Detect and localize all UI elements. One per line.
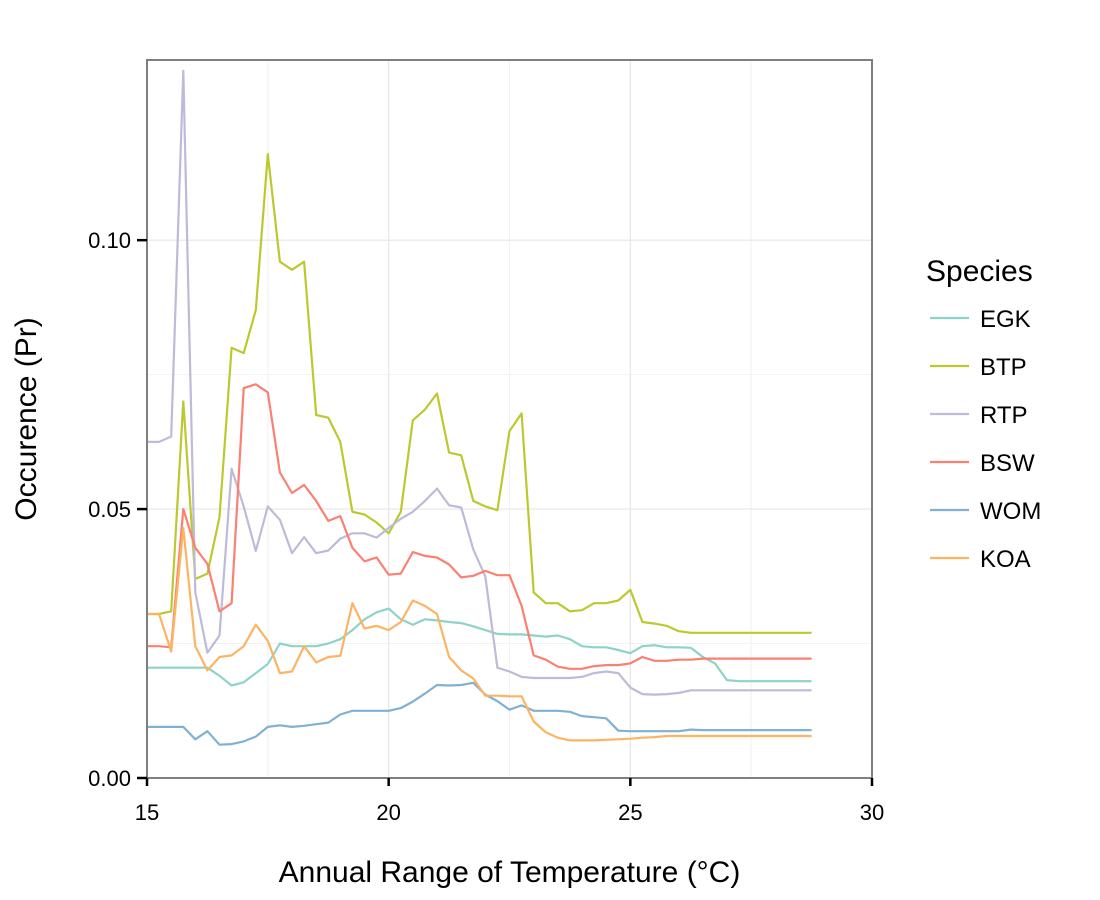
y-axis-title: Occurence (Pr) xyxy=(10,317,43,520)
x-tick-label: 25 xyxy=(618,800,642,825)
series-line-egk xyxy=(147,607,812,687)
legend-label-bsw: BSW xyxy=(980,450,1035,477)
legend-label-egk: EGK xyxy=(980,306,1031,333)
legend-label-koa: KOA xyxy=(980,546,1031,573)
legend: Species EGK BTP RTP BSW WOM KOA xyxy=(926,255,1041,573)
legend-label-btp: BTP xyxy=(980,354,1027,381)
series-lines xyxy=(147,69,812,746)
x-tick-label: 30 xyxy=(860,800,884,825)
y-axis-ticks: 0.00 0.05 0.10 xyxy=(88,228,147,791)
x-tick-label: 20 xyxy=(376,800,400,825)
y-tick-label: 0.00 xyxy=(88,766,131,791)
grid xyxy=(146,60,873,779)
series-line-btp xyxy=(147,153,812,634)
series-line-koa xyxy=(147,526,812,742)
y-tick-label: 0.10 xyxy=(88,228,131,253)
series-line-bsw xyxy=(147,383,812,670)
y-tick-label: 0.05 xyxy=(88,497,131,522)
legend-label-wom: WOM xyxy=(980,498,1041,525)
x-tick-label: 15 xyxy=(135,800,159,825)
plot-frame xyxy=(146,59,873,779)
x-axis-ticks: 15 20 25 30 xyxy=(135,778,884,825)
series-line-rtp xyxy=(147,69,812,696)
legend-title: Species xyxy=(926,255,1033,288)
legend-label-rtp: RTP xyxy=(980,402,1028,429)
legend-items: EGK BTP RTP BSW WOM KOA xyxy=(930,306,1041,573)
x-axis-title: Annual Range of Temperature (°C) xyxy=(279,856,741,889)
